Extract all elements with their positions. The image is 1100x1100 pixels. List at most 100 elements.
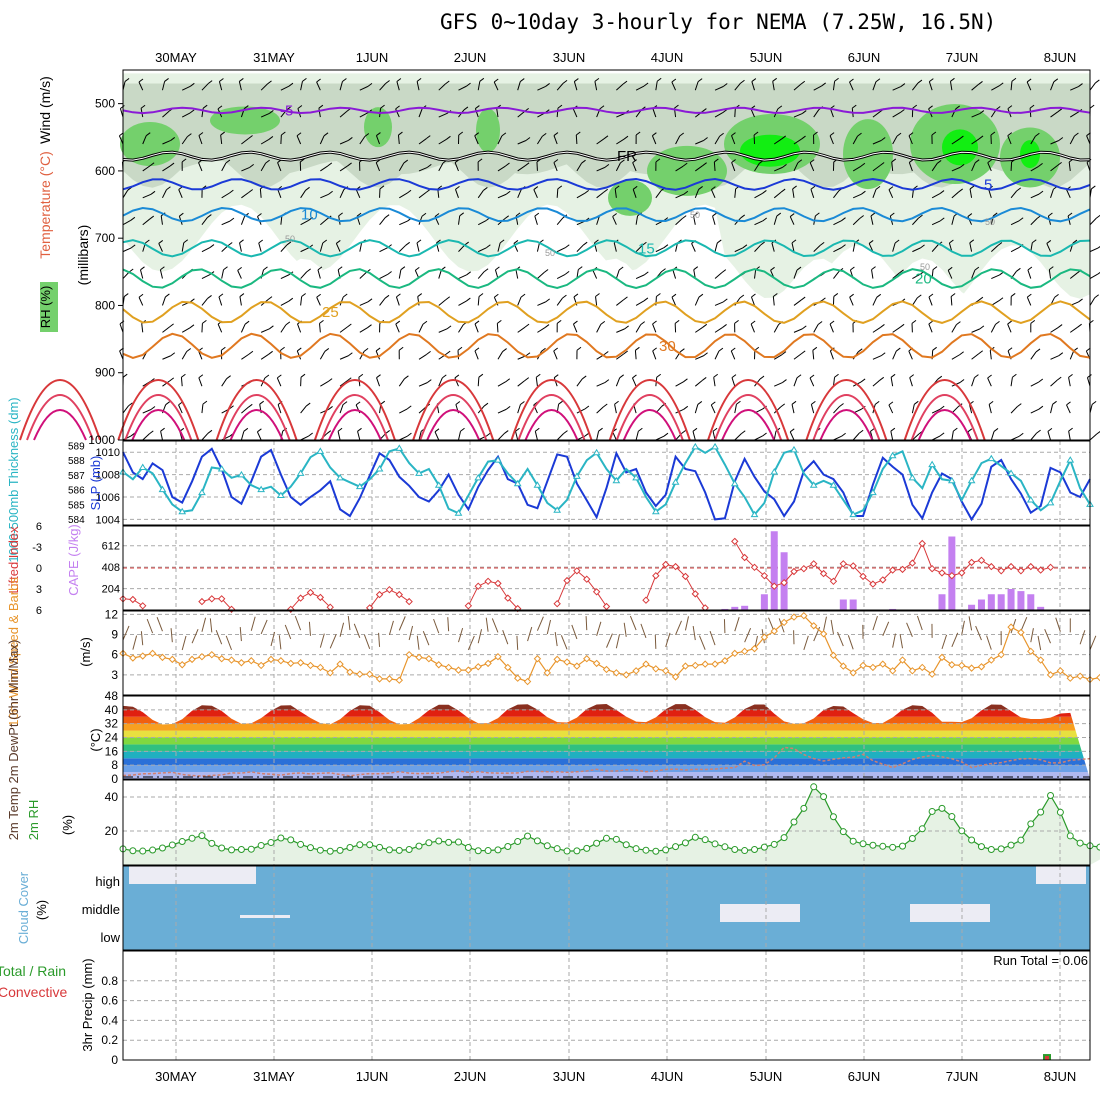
wind-barb-flag: [505, 378, 511, 383]
wind-barb-flag: [322, 239, 328, 244]
thickness-marker: [1066, 456, 1075, 463]
rh2m-point: [869, 841, 877, 849]
wind10m-axis-label: 10m Wind Speed & Barbs: [6, 577, 21, 727]
surface-wind-barb: [353, 623, 361, 639]
wind-speed-line: [122, 615, 1100, 683]
x-tick-label-top: 8JUN: [1044, 50, 1077, 65]
surface-wind-barb: [709, 630, 716, 646]
wind-barb: [319, 242, 324, 252]
wind-barb: [398, 162, 405, 172]
wind-barb: [318, 108, 321, 118]
wind-barb-flag: [202, 319, 207, 324]
wind-speed-point: [888, 667, 897, 675]
surface-wind-barb: [692, 625, 696, 641]
surface-wind-barb: [416, 635, 420, 650]
wind-barb-flag: [258, 239, 264, 244]
wind-barb-flag: [796, 374, 802, 379]
wind-speed-point: [346, 668, 354, 676]
surface-wind-barb: [546, 619, 552, 635]
wind-barb: [849, 296, 854, 306]
lifted-index-point: [819, 569, 828, 578]
rh2m-point: [1017, 836, 1025, 844]
lifted-index-point: [602, 602, 611, 611]
surface-wind-barb: [906, 622, 913, 637]
rh2m-area: [123, 786, 1100, 865]
wind-barb: [556, 247, 566, 253]
surface-wind-barb: [596, 621, 602, 636]
cape-axis-label: CAPE (J/kg): [66, 524, 81, 596]
wind-barb: [832, 81, 836, 91]
wind-barb: [517, 404, 521, 414]
wind-barb: [339, 165, 348, 172]
wind-barb: [497, 408, 507, 414]
rh-contour-high: [120, 122, 180, 166]
wind-speed-point: [740, 647, 749, 656]
lifted-index-tick-label: -3: [32, 542, 42, 554]
wind-barb-flag: [680, 348, 685, 353]
isotherm-arch: [917, 409, 972, 441]
wind-barb-flag: [446, 135, 451, 140]
wind-barb: [477, 271, 485, 279]
surface-wind-barb: [623, 622, 627, 637]
wind-barb-flag: [244, 105, 249, 109]
rh2m-point: [188, 834, 196, 842]
wind-barb: [928, 296, 933, 306]
wind-barb: [714, 272, 723, 279]
wind-barb-flag: [474, 132, 480, 137]
wind-barb: [1030, 432, 1037, 441]
wind-barb-flag: [624, 325, 629, 330]
wind-barb: [517, 165, 526, 172]
wind-barb: [496, 323, 499, 333]
wind-barb: [813, 324, 819, 333]
wind-barb: [1086, 135, 1091, 145]
thickness-marker: [869, 488, 877, 496]
wind-speed-point: [316, 663, 325, 672]
wind-barb: [142, 218, 151, 226]
wind-barb-flag: [268, 136, 274, 140]
wind-barb-flag: [829, 132, 835, 137]
wind-barb: [497, 242, 501, 252]
wind-barb-flag: [1016, 187, 1022, 192]
wind-barb-flag: [880, 324, 885, 328]
wind-barb-flag: [434, 428, 440, 433]
rh2m-point: [632, 845, 640, 853]
lifted-index-tick-label: 3: [36, 584, 42, 596]
wind-barb-flag: [692, 427, 698, 432]
wind-barb-flag: [385, 80, 390, 84]
wind-barb: [594, 81, 598, 91]
wind-barb-flag: [950, 77, 955, 82]
cape-tick-label: 408: [102, 562, 120, 574]
wind-barb: [734, 247, 744, 253]
rh2m-point: [672, 843, 680, 851]
wind-barb-flag: [515, 427, 520, 432]
wind-barb: [576, 378, 583, 387]
wind-barb: [556, 108, 559, 118]
wind-barb-flag: [791, 400, 797, 405]
rh2m-point: [879, 842, 887, 850]
rh2m-point: [1047, 791, 1055, 799]
wind-barb-flag: [813, 131, 818, 136]
wind-barb: [731, 377, 736, 387]
isotherm-line: [122, 332, 1091, 359]
isotherms: [122, 106, 1091, 359]
surface-wind-barb: [882, 621, 890, 637]
wind-barb: [221, 192, 230, 199]
wind-barb: [320, 218, 328, 226]
wind-barb-flag: [888, 401, 894, 406]
wind-barb-flag: [327, 162, 333, 167]
wind-barb: [122, 271, 130, 279]
wind-barb: [517, 326, 526, 333]
wind-barb-flag: [564, 271, 570, 275]
wind-barb-flag: [762, 432, 767, 437]
wind-barb: [872, 355, 882, 360]
wind-speed-point: [227, 656, 236, 664]
wind-barb: [852, 218, 861, 226]
isotherm-label: 20: [915, 271, 932, 288]
wind-barb-flag: [698, 186, 703, 190]
rh2m-point: [760, 843, 768, 851]
wind-barb: [616, 353, 624, 360]
wind-barb: [457, 215, 461, 225]
wind-barb: [140, 269, 144, 279]
wind-barb: [162, 326, 170, 333]
wind-barb-flag: [1056, 376, 1062, 381]
